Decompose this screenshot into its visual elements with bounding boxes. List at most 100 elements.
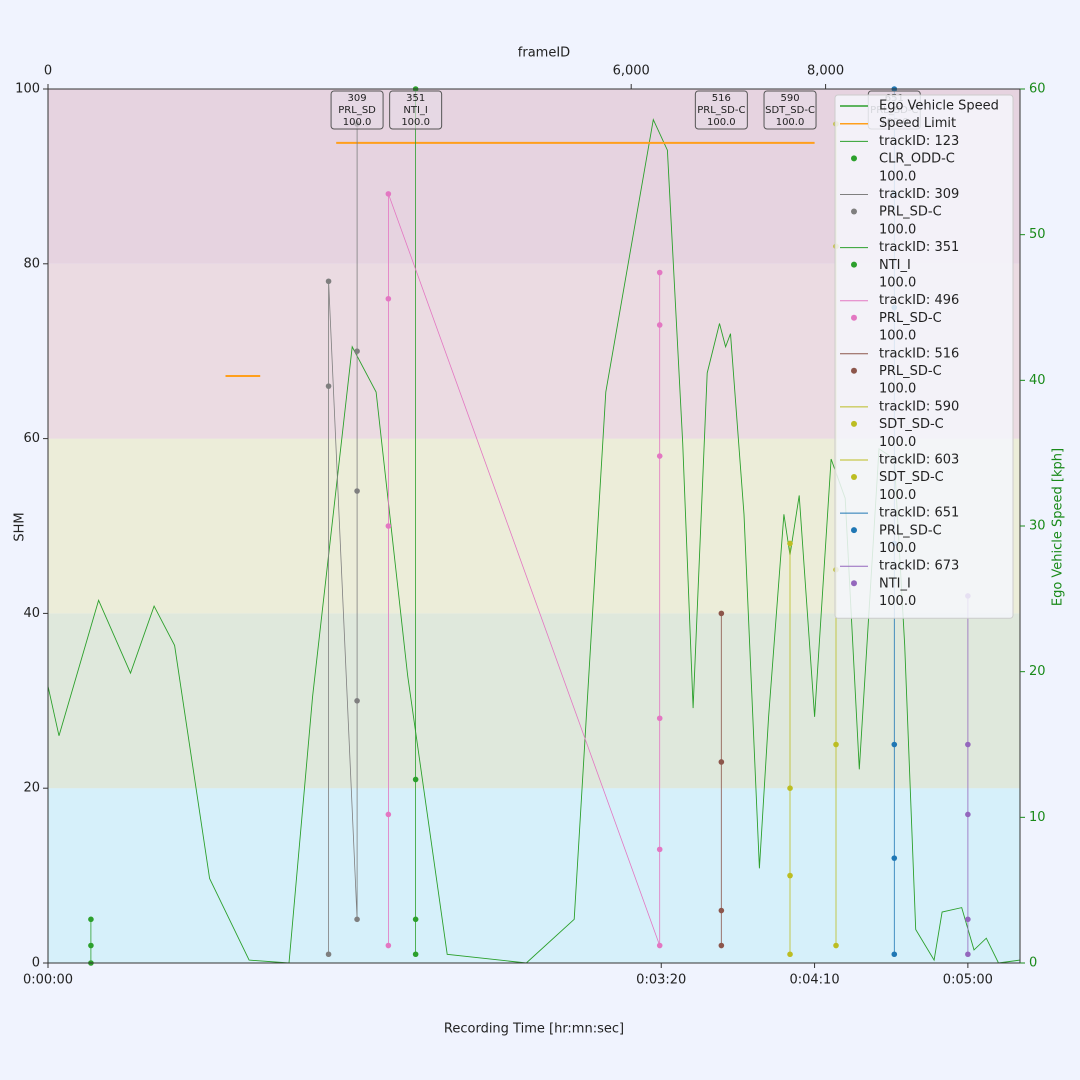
annotation-box	[389, 90, 443, 130]
legend-marker	[851, 314, 857, 321]
legend-marker	[851, 474, 857, 480]
annotation-text: 100.0	[707, 117, 736, 128]
track-point	[354, 916, 360, 923]
legend-class: PRL_SD-C	[879, 523, 942, 538]
legend-label: trackID: 309	[879, 187, 959, 202]
annotation-text: 351	[406, 93, 425, 104]
track-point	[656, 942, 663, 949]
track-point	[325, 383, 332, 389]
track-point	[88, 942, 94, 949]
y-tick-label: 40	[23, 606, 40, 621]
y2-axis-label: Ego Vehicle Speed [kph]	[1051, 448, 1066, 606]
track-point	[891, 855, 898, 861]
track-point	[656, 269, 663, 276]
track-point	[385, 191, 392, 197]
legend-class: SDT_SD-C	[879, 417, 944, 432]
legend-label: Ego Vehicle Speed	[879, 99, 999, 114]
track-point	[412, 951, 419, 958]
band	[48, 788, 1020, 963]
track-point	[718, 907, 725, 914]
y2-tick-label: 10	[1029, 810, 1046, 825]
annotation-box	[763, 90, 817, 130]
legend-marker	[851, 420, 857, 427]
annotation-text: 590	[780, 93, 799, 104]
legend-class: SDT_SD-C	[879, 470, 944, 485]
legend-marker	[851, 580, 857, 587]
track-point	[412, 916, 419, 923]
track-point	[88, 916, 94, 923]
track-point	[833, 741, 839, 748]
track-point	[718, 610, 725, 617]
legend-label: trackID: 496	[879, 293, 959, 308]
legend-marker	[851, 261, 857, 268]
y-tick-label: 80	[23, 256, 40, 271]
track-point	[787, 785, 793, 791]
legend-class: NTI_I	[879, 258, 911, 273]
legend-class: NTI_I	[879, 576, 911, 591]
legend-marker	[851, 208, 857, 215]
track-point	[833, 942, 839, 949]
y-axis-label: SHM	[13, 512, 28, 541]
legend-class: PRL_SD-C	[879, 205, 942, 220]
track-point	[385, 811, 392, 818]
track-point	[891, 951, 898, 958]
y-tick-label: 0	[32, 956, 40, 971]
y-tick-label: 60	[23, 431, 40, 446]
annotation-text: SDT_SD-C	[765, 105, 815, 116]
track-point	[787, 951, 793, 958]
track-line	[328, 124, 358, 955]
legend-label: trackID: 123	[879, 134, 959, 149]
legend-marker	[851, 527, 857, 534]
legend-label: trackID: 651	[879, 506, 959, 521]
track-point	[412, 776, 419, 783]
x-tick-label: 0:03:20	[636, 973, 686, 988]
legend-score: 100.0	[879, 222, 916, 237]
annotation-text: PRL_SD	[338, 105, 376, 116]
track-point	[656, 846, 663, 853]
x2-tick-label: 6,000	[613, 64, 650, 79]
track-point	[354, 488, 360, 494]
legend-score: 100.0	[879, 435, 916, 450]
x-tick-label: 0:00:00	[23, 973, 73, 988]
track-point	[656, 715, 663, 722]
legend-label: Speed Limit	[879, 116, 956, 131]
track-point	[656, 322, 663, 328]
legend-label: trackID: 673	[879, 559, 959, 574]
y2-tick-label: 40	[1029, 373, 1046, 388]
legend-score: 100.0	[879, 329, 916, 344]
track-point	[354, 348, 360, 355]
track-point	[787, 872, 793, 879]
legend-score: 100.0	[879, 169, 916, 184]
x-tick-label: 0:04:10	[789, 973, 839, 988]
annotation-text: 309	[348, 93, 367, 104]
legend-class: CLR_ODD-C	[879, 152, 955, 167]
band	[48, 613, 1020, 789]
track-point	[656, 453, 663, 459]
annotation-text: 100.0	[343, 117, 372, 128]
y-tick-label: 100	[15, 82, 40, 97]
annotation-text: PRL_SD-C	[697, 105, 745, 116]
x2-tick-label: 0	[44, 64, 52, 79]
legend-label: trackID: 351	[879, 240, 959, 255]
legend-score: 100.0	[879, 276, 916, 291]
y2-tick-label: 60	[1029, 82, 1046, 97]
legend-marker	[851, 155, 857, 162]
annotation-text: NTI_I	[403, 105, 428, 116]
annotation-text: 516	[712, 93, 731, 104]
track-point	[325, 278, 332, 285]
track-point	[325, 951, 332, 958]
legend-class: PRL_SD-C	[879, 364, 942, 379]
annotation-box	[330, 90, 384, 130]
legend-score: 100.0	[879, 488, 916, 503]
y-tick-label: 20	[23, 781, 40, 796]
y2-tick-label: 50	[1029, 227, 1046, 242]
speed-line	[47, 118, 1021, 964]
x-axis-label: Recording Time [hr:mn:sec]	[444, 1022, 624, 1037]
legend-class: PRL_SD-C	[879, 311, 942, 326]
legend-score: 100.0	[879, 541, 916, 556]
x-tick-label: 0:05:00	[943, 973, 993, 988]
track-point	[787, 540, 793, 547]
